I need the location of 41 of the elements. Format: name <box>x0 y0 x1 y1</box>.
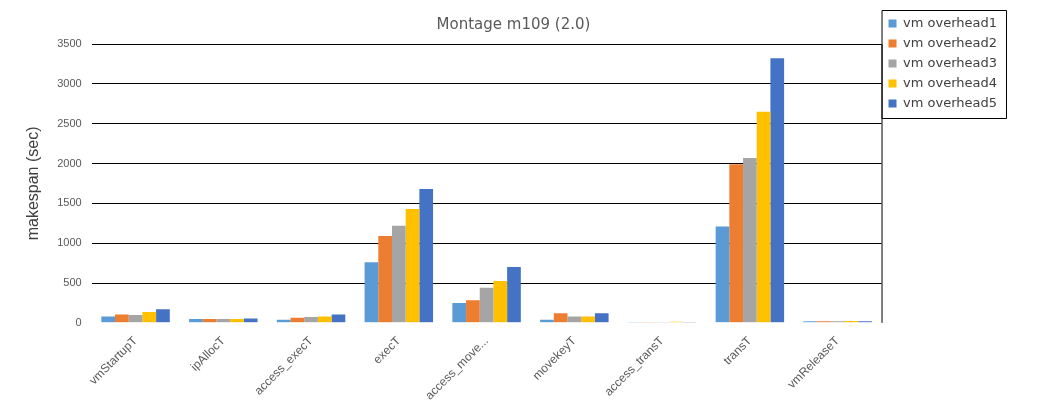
bar <box>142 312 157 323</box>
bar <box>405 208 420 323</box>
legend-label: vm overhead5 <box>903 94 998 110</box>
bar <box>156 309 170 323</box>
bar <box>391 225 406 323</box>
y-tick-label: 1500 <box>57 196 82 209</box>
y-tick-label: 1000 <box>57 236 82 249</box>
y-tick-label: 500 <box>63 276 82 289</box>
bar <box>479 287 494 323</box>
bar <box>567 316 582 323</box>
bar <box>304 316 318 323</box>
bar <box>452 302 467 323</box>
bar <box>466 300 480 323</box>
bar <box>756 111 771 323</box>
bar <box>317 316 332 323</box>
bar <box>715 226 730 323</box>
bar <box>115 314 129 323</box>
bar <box>553 313 568 323</box>
bar <box>493 281 508 323</box>
y-tick-label: 0 <box>75 315 82 328</box>
y-tick-label: 2500 <box>57 116 82 129</box>
bar <box>364 262 379 323</box>
bar <box>419 189 434 323</box>
bar <box>729 164 744 323</box>
bar <box>594 313 609 323</box>
bar <box>743 157 757 323</box>
bar <box>507 267 521 323</box>
bar <box>581 316 595 323</box>
legend-label: vm overhead1 <box>903 14 998 30</box>
y-tick-label: 3500 <box>57 37 82 50</box>
y-tick-label: 2000 <box>57 156 82 169</box>
bar <box>243 318 258 323</box>
y-axis-title: makespan (sec) <box>24 126 42 241</box>
chart-title: Montage m109 (2.0) <box>436 14 591 33</box>
y-tick-label: 3000 <box>57 76 82 89</box>
bar <box>770 58 785 323</box>
legend-label: vm overhead4 <box>903 74 998 90</box>
legend-label: vm overhead3 <box>903 54 998 70</box>
bar <box>378 236 392 323</box>
legend-label: vm overhead2 <box>903 34 998 50</box>
bar <box>101 316 116 323</box>
